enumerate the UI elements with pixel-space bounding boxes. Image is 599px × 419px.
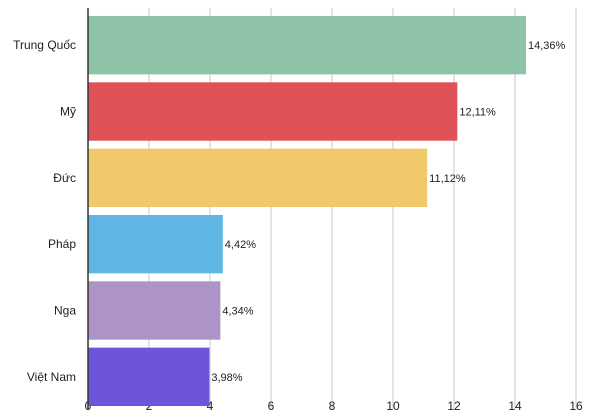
bar[interactable] bbox=[88, 148, 428, 208]
bar[interactable] bbox=[88, 347, 210, 407]
bar[interactable] bbox=[88, 15, 526, 75]
bars bbox=[88, 15, 526, 407]
data-label: 11,12% bbox=[429, 173, 466, 185]
x-tick-label: 16 bbox=[569, 399, 583, 413]
data-label: 14,36% bbox=[528, 40, 566, 52]
x-tick-label: 10 bbox=[386, 399, 400, 413]
x-tick-label: 6 bbox=[268, 399, 275, 413]
category-label: Nga bbox=[54, 304, 76, 318]
data-label: 4,34% bbox=[222, 306, 253, 318]
data-label: 4,42% bbox=[225, 239, 256, 251]
grid-lines: 0246810121416 bbox=[85, 8, 583, 413]
x-tick-label: 8 bbox=[329, 399, 336, 413]
bar[interactable] bbox=[88, 214, 223, 274]
labels: Trung Quốc 14,36% Mỹ 12,11% Đức 11,12% Pháp 4,4… bbox=[13, 38, 565, 384]
x-tick-label: 14 bbox=[508, 399, 522, 413]
data-label: 3,98% bbox=[211, 372, 242, 384]
category-label: Pháp bbox=[48, 237, 76, 251]
category-label: Đức bbox=[53, 171, 76, 185]
data-label: 12,11% bbox=[459, 107, 496, 119]
x-tick-label: 12 bbox=[447, 399, 461, 413]
bar[interactable] bbox=[88, 82, 458, 141]
bar[interactable] bbox=[88, 281, 221, 340]
category-label: Mỹ bbox=[60, 105, 76, 119]
category-label: Việt Nam bbox=[27, 370, 76, 384]
category-label: Trung Quốc bbox=[13, 38, 76, 52]
x-tick-label: 4 bbox=[207, 399, 214, 413]
